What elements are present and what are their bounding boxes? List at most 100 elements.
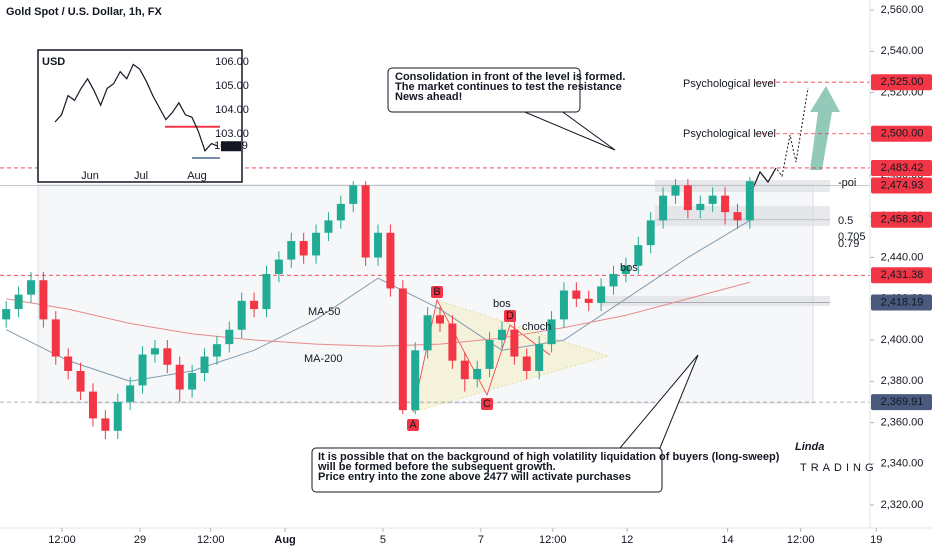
candle-body (51, 319, 60, 357)
candle-body (646, 220, 655, 246)
inset-y-tick-label: 105.00 (215, 80, 249, 92)
price-label-box (871, 177, 932, 194)
price-label: 2,474.93 (881, 179, 924, 191)
price-label: 2,431.38 (881, 269, 924, 281)
callout-text: The market continues to test the resista… (395, 81, 622, 93)
price-label-box (871, 294, 932, 311)
price-label: 2,483.42 (881, 162, 924, 174)
candle-body (88, 391, 97, 419)
candle-body (398, 288, 407, 411)
y-tick-label: 2,440.00 (881, 251, 924, 263)
annotation: 0.705 (838, 231, 866, 243)
candle-body (659, 195, 668, 221)
inset-x-label: Jun (81, 170, 99, 182)
annotation: MA-200 (304, 353, 343, 365)
candle-body (411, 350, 420, 411)
y-tick-label: 2,400.00 (881, 334, 924, 346)
candle-body (200, 356, 209, 374)
pattern-point-box (481, 398, 493, 410)
candle-body (163, 348, 172, 365)
candle-body (634, 245, 643, 266)
ma-line (6, 281, 750, 347)
price-label: 2,500.00 (881, 128, 924, 140)
price-label: 2,418.19 (881, 296, 924, 308)
candle-body (584, 298, 593, 303)
candle-body (473, 368, 482, 380)
annotation: B (433, 286, 440, 298)
x-tick-label: Aug (274, 534, 295, 546)
y-tick-label: 2,540.00 (881, 45, 924, 57)
y-tick-label: 2,340.00 (881, 458, 924, 470)
candle-body (522, 356, 531, 371)
candle-body (745, 181, 754, 221)
annotation: Psychological level (683, 128, 776, 140)
candle-body (14, 294, 23, 310)
inset-last-box (221, 141, 241, 152)
candle-body (274, 259, 283, 275)
candle-body (423, 315, 432, 351)
candle-body (460, 360, 469, 380)
candle-body (138, 354, 147, 386)
candle-body (101, 418, 110, 431)
price-label-box (871, 394, 932, 411)
candle-body (299, 241, 308, 256)
candle-body (597, 286, 606, 303)
candle-body (436, 315, 444, 324)
inset-last-label: 102.49 (214, 140, 248, 152)
price-label: 2,525.00 (881, 76, 924, 88)
pattern-point-box (407, 419, 419, 431)
candle-body (497, 329, 506, 341)
plot (0, 81, 870, 440)
x-tick-label: 19 (870, 534, 882, 546)
candle-body (621, 265, 630, 275)
annotation: A (409, 419, 417, 431)
annotation: D (506, 310, 514, 322)
annotation: MA-50 (308, 306, 340, 318)
y-tick-label: 2,360.00 (881, 416, 924, 428)
candle-body (212, 344, 221, 357)
x-tick-label: 12:00 (48, 534, 76, 546)
callout-1 (387, 67, 616, 151)
callout-box (311, 447, 663, 493)
inset-title: USD (42, 56, 65, 68)
inset-x-label: Jul (134, 170, 148, 182)
forecast-path (749, 87, 809, 196)
callout-2 (311, 354, 699, 493)
candle-body (386, 232, 395, 289)
pattern-point-box (504, 310, 516, 322)
x-tick-label: 12 (621, 534, 633, 546)
candle-body (262, 274, 271, 310)
callout-text: Consolidation in front of the level is f… (395, 71, 625, 83)
annotation: choch (522, 321, 551, 333)
candle-body (361, 185, 370, 258)
candle-body (572, 290, 581, 299)
inset-y-tick-label: 103.00 (215, 128, 249, 140)
price-label-box (871, 74, 932, 91)
candle-body (312, 232, 321, 256)
price-label-box (871, 211, 932, 228)
candle-body (76, 370, 85, 392)
candle-body (721, 195, 730, 213)
callout-box (387, 67, 581, 113)
callout-text: Price entry into the zone above 2477 wil… (318, 471, 631, 483)
annotation: C (483, 398, 491, 410)
callout-text: It is possible that on the background of… (318, 451, 780, 463)
x-tick-label: 12:00 (197, 534, 225, 546)
candle-body (336, 203, 345, 221)
candle-body (510, 329, 519, 357)
candle-body (683, 185, 692, 211)
annotation: bos (620, 262, 638, 274)
candle-body (733, 212, 742, 221)
growth-arrow (810, 86, 840, 170)
inset-line (54, 63, 219, 152)
candle-body (113, 401, 122, 431)
pattern-point-box (431, 286, 443, 298)
callout-text: will be formed before the subsequent gro… (317, 461, 556, 473)
candle-body (374, 232, 383, 258)
candle-body (126, 385, 135, 402)
candle-body (485, 340, 494, 369)
x-tick-label: 12:00 (539, 534, 567, 546)
candle-body (175, 364, 184, 390)
price-label: 2,369.91 (881, 396, 924, 408)
